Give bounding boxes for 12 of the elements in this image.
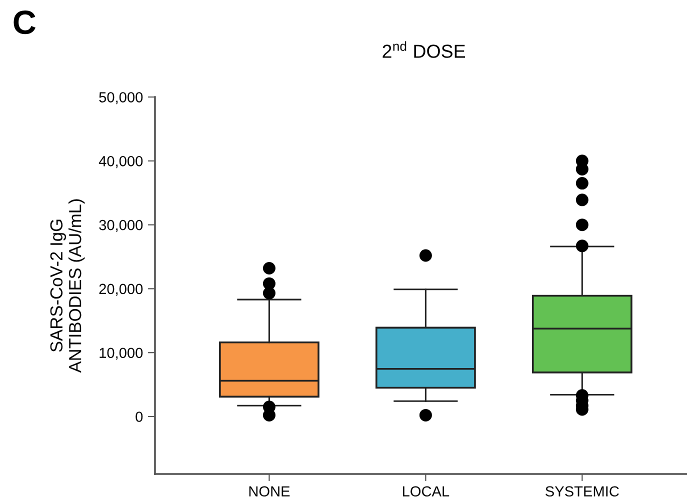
x-tick-label: LOCAL <box>402 486 450 497</box>
y-tick-label: 0 <box>136 412 143 422</box>
text: C <box>14 10 36 34</box>
y-tick-label: 20,000 <box>99 284 143 296</box>
y-axis-title: SARS-CoV-2 IgG ANTIBODIES (AU/mL) <box>50 199 85 373</box>
x-tick-label: SYSTEMIC <box>546 486 619 497</box>
x-tick-label: NONE <box>249 486 290 497</box>
y-tick-label: 30,000 <box>99 220 143 232</box>
y-tick-label: 50,000 <box>99 92 143 104</box>
chart-title: 2$^{nd}$ DOSE <box>382 41 466 58</box>
y-tick-label: 10,000 <box>100 348 143 360</box>
y-tick-label: 40,000 <box>98 156 143 168</box>
